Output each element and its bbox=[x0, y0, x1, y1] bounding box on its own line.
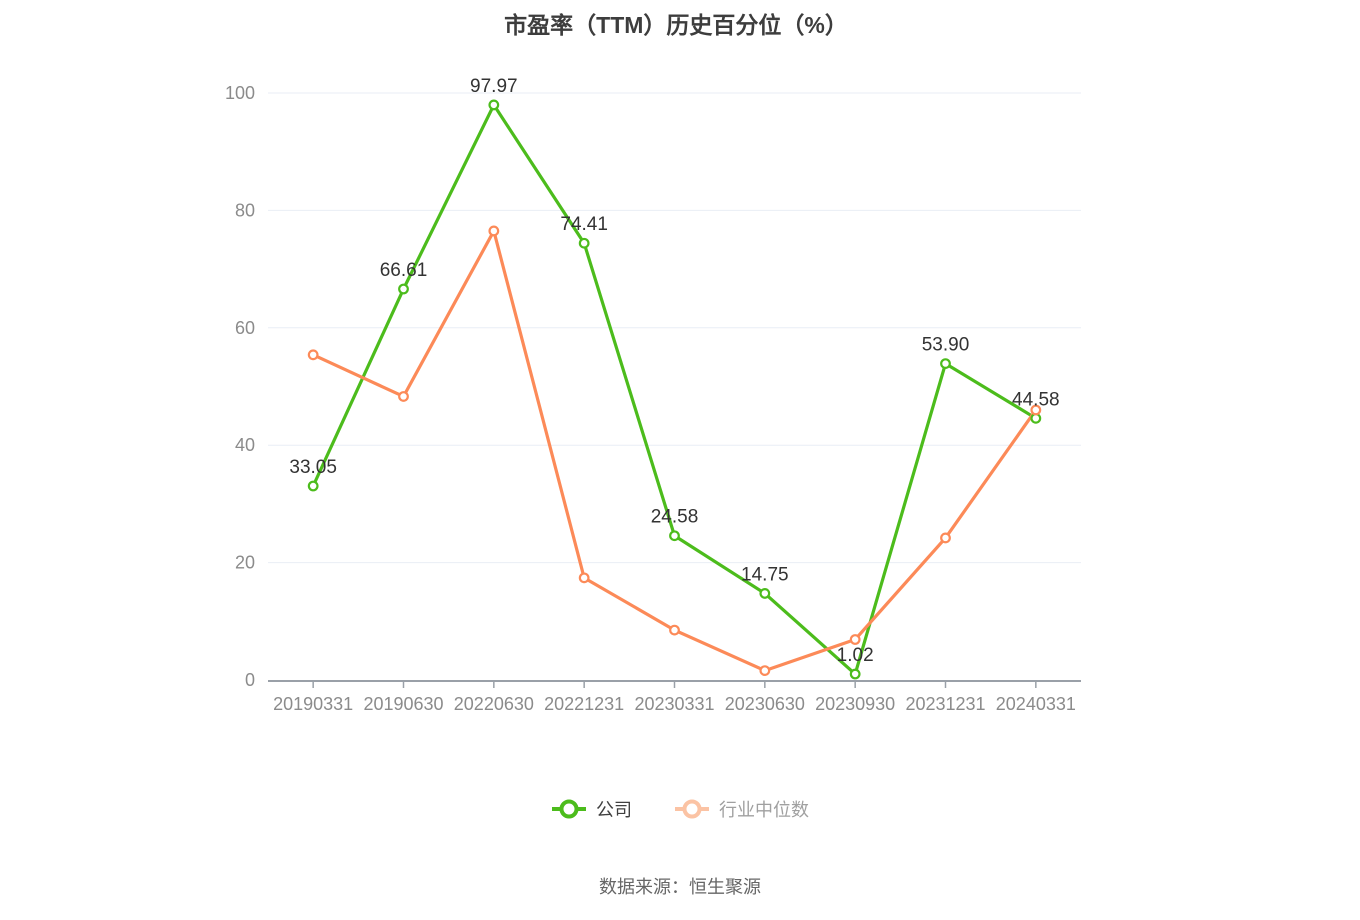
x-axis-label: 20230930 bbox=[815, 694, 895, 714]
company-point-marker bbox=[669, 530, 680, 542]
y-axis-label: 100 bbox=[225, 83, 255, 103]
company-point-marker bbox=[307, 480, 319, 492]
legend-label-company: 公司 bbox=[596, 800, 632, 820]
x-axis-label: 20221231 bbox=[544, 694, 624, 714]
company-line bbox=[311, 103, 1038, 676]
company-point-marker bbox=[849, 668, 861, 680]
legend-item-company[interactable]: 公司 bbox=[551, 796, 632, 822]
company-data-label: 66.61 bbox=[380, 260, 428, 281]
company-data-label: 97.97 bbox=[470, 76, 518, 97]
company-data-label: 24.58 bbox=[651, 507, 699, 528]
company-data-label: 14.75 bbox=[741, 564, 789, 585]
company-legend-marker-icon bbox=[552, 799, 586, 819]
data-source: 数据来源：恒生聚源 bbox=[599, 877, 761, 897]
company-point-marker bbox=[940, 358, 951, 370]
industry-median-point-marker bbox=[488, 225, 500, 237]
industry-median-point-marker bbox=[307, 349, 319, 361]
company-data-label: 33.05 bbox=[289, 457, 337, 478]
chart-legend: 公司 行业中位数 bbox=[0, 796, 1360, 822]
pe-ttm-percentile-chart: 0 20 40 60 80 100 20190331 20190630 20220630 2022… bbox=[225, 76, 1081, 714]
industry-median-point-marker bbox=[398, 391, 409, 402]
legend-label-industry-median: 行业中位数 bbox=[719, 800, 809, 820]
industry-median-point-marker bbox=[669, 624, 680, 636]
x-axis-label: 20231231 bbox=[905, 694, 985, 714]
industry-median-line bbox=[311, 229, 1038, 673]
company-data-label: 44.58 bbox=[1012, 389, 1060, 410]
y-axis-label: 20 bbox=[235, 553, 255, 573]
industry-median-point-marker bbox=[940, 532, 951, 544]
industry-median-point-marker bbox=[578, 572, 590, 584]
y-axis-label: 60 bbox=[235, 318, 255, 338]
company-data-label: 74.41 bbox=[560, 214, 608, 235]
industry-median-point-marker bbox=[1030, 404, 1042, 416]
x-axis-label: 20230630 bbox=[725, 694, 805, 714]
company-point-marker bbox=[488, 99, 500, 111]
industry-median-point-marker bbox=[849, 634, 861, 645]
company-point-marker bbox=[578, 237, 590, 249]
company-data-label: 1.02 bbox=[837, 645, 874, 666]
x-axis-label: 20190630 bbox=[363, 694, 443, 714]
industry-median-legend-marker-icon bbox=[675, 799, 709, 819]
x-axis-label: 20230331 bbox=[634, 694, 714, 714]
x-axis-label: 20240331 bbox=[996, 694, 1076, 714]
industry-median-point-marker bbox=[759, 665, 771, 677]
company-point-marker bbox=[398, 283, 409, 295]
legend-item-industry-median[interactable]: 行业中位数 bbox=[674, 796, 809, 822]
x-axis-label: 20220630 bbox=[454, 694, 534, 714]
y-axis-label: 0 bbox=[245, 670, 255, 690]
x-axis-label: 20190331 bbox=[273, 694, 353, 714]
company-data-label: 53.90 bbox=[922, 335, 970, 356]
page-title: 市盈率（TTM）历史百分位（%） bbox=[504, 12, 848, 38]
y-axis-label: 40 bbox=[235, 435, 255, 455]
y-axis-label: 80 bbox=[235, 200, 255, 220]
company-point-marker bbox=[759, 588, 771, 599]
